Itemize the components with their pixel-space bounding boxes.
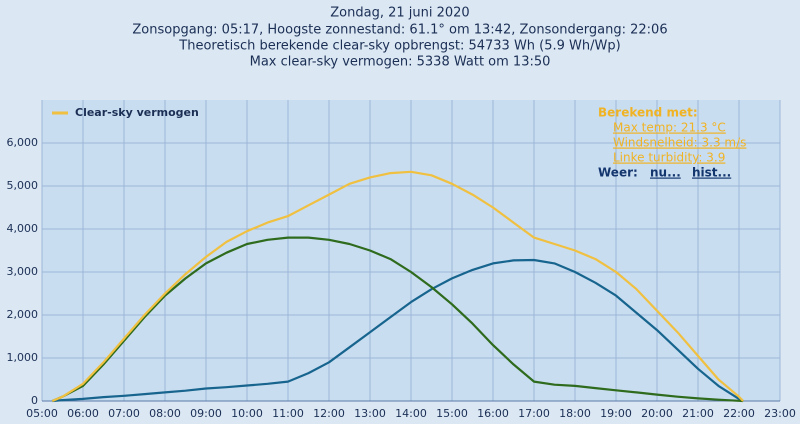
x-tick-label: 11:00 <box>272 407 304 420</box>
weather-link[interactable]: nu... <box>650 166 681 180</box>
x-tick-label: 19:00 <box>600 407 632 420</box>
x-tick-label: 10:00 <box>231 407 263 420</box>
series-line <box>51 236 744 403</box>
y-tick-label: 1,000 <box>7 351 39 364</box>
x-tick-label: 16:00 <box>477 407 509 420</box>
x-tick-label: 17:00 <box>518 407 550 420</box>
x-tick-label: 23:00 <box>764 407 796 420</box>
y-tick-label: 2,000 <box>7 308 39 321</box>
series-line <box>52 258 744 403</box>
annotation-line: Linke turbidity: 3.9 <box>613 151 725 165</box>
x-tick-label: 05:00 <box>26 407 58 420</box>
x-tick-label: 09:00 <box>190 407 222 420</box>
x-tick-label: 06:00 <box>67 407 99 420</box>
y-tick-label: 5,000 <box>7 179 39 192</box>
chart-title: Zondag, 21 juni 2020 <box>330 6 469 21</box>
x-tick-label: 21:00 <box>682 407 714 420</box>
subtitle: Theoretisch berekende clear-sky opbrengs… <box>178 39 620 54</box>
annotation-heading: Berekend met: <box>598 106 698 120</box>
x-tick-label: 12:00 <box>313 407 345 420</box>
x-tick-label: 13:00 <box>354 407 386 420</box>
x-tick-label: 14:00 <box>395 407 427 420</box>
x-tick-label: 07:00 <box>108 407 140 420</box>
x-tick-label: 08:00 <box>149 407 181 420</box>
annotation-line: Max temp: 21.3 °C <box>613 121 726 135</box>
x-tick-label: 15:00 <box>436 407 468 420</box>
subtitle: Max clear-sky vermogen: 5338 Watt om 13:… <box>250 55 551 70</box>
series-line <box>51 170 744 403</box>
y-tick-label: 4,000 <box>7 222 39 235</box>
y-tick-label: 3,000 <box>7 265 39 278</box>
subtitle: Zonsopgang: 05:17, Hoogste zonnestand: 6… <box>132 23 667 38</box>
x-tick-label: 18:00 <box>559 407 591 420</box>
x-tick-label: 20:00 <box>641 407 673 420</box>
x-tick-label: 22:00 <box>723 407 755 420</box>
weather-link[interactable]: hist... <box>692 166 731 180</box>
y-tick-label: 6,000 <box>7 136 39 149</box>
y-tick-label: 0 <box>31 394 38 407</box>
weather-label: Weer: <box>598 166 638 180</box>
annotation-line: Windsnelheid: 3.3 m/s <box>613 136 746 150</box>
legend-label: Clear-sky vermogen <box>75 106 199 119</box>
